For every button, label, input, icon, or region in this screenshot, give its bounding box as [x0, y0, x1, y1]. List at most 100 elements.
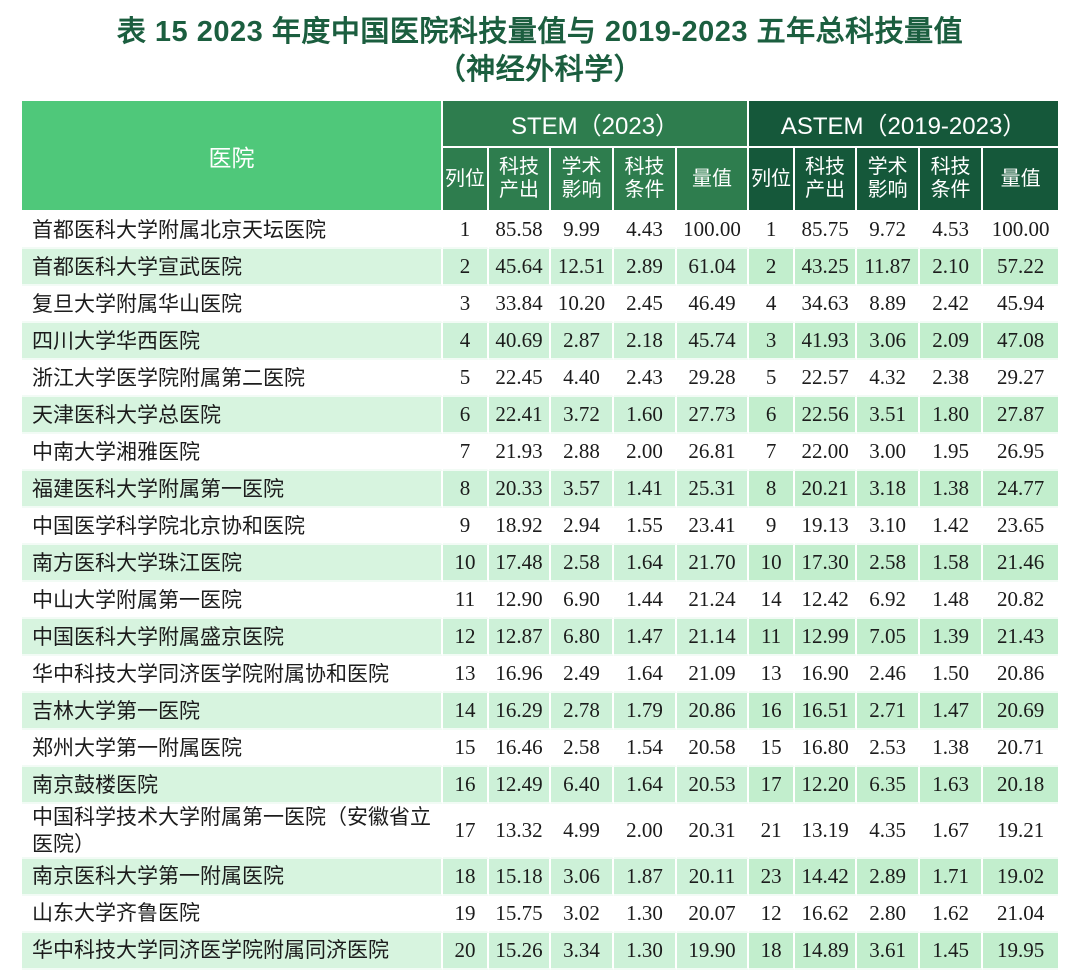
stem-rank-cell: 15 — [443, 730, 489, 768]
hospital-name-cell: 南方医科大学珠江医院 — [22, 545, 443, 583]
stem-rank-cell: 6 — [443, 397, 489, 435]
astem-rank-cell: 6 — [749, 397, 796, 435]
stem-rank-cell: 3 — [443, 286, 489, 324]
astem-condition-cell: 1.39 — [920, 619, 984, 657]
table-row: 华中科技大学同济医学院附属协和医院 13 16.96 2.49 1.64 21.09 13 1… — [22, 656, 1059, 694]
stem-impact-cell: 6.80 — [551, 619, 614, 657]
astem-output-cell: 12.20 — [795, 767, 858, 805]
astem-output-cell: 17.30 — [795, 545, 858, 583]
stem-rank-cell: 10 — [443, 545, 489, 583]
astem-output-cell: 13.19 — [795, 804, 858, 859]
table-row: 中国科学技术大学附属第一医院（安徽省立医院） 17 13.32 4.99 2.00 20.… — [22, 804, 1059, 859]
stem-value-cell: 20.53 — [677, 767, 750, 805]
table-body: 首都医科大学附属北京天坛医院 1 85.58 9.99 4.43 100.00 1 85.75… — [22, 212, 1059, 970]
table-row: 中山大学附属第一医院 11 12.90 6.90 1.44 21.24 14 12.42 6.9… — [22, 582, 1059, 620]
astem-impact-cell: 11.87 — [857, 249, 921, 287]
stem-output-cell: 16.96 — [489, 656, 551, 694]
astem-value-cell: 20.86 — [983, 656, 1059, 694]
stem-value-cell: 19.90 — [677, 932, 750, 970]
table-row: 南京鼓楼医院 16 12.49 6.40 1.64 20.53 17 12.20 6.35 1.6… — [22, 767, 1059, 805]
stem-value-cell: 20.31 — [677, 804, 750, 859]
stem-value-cell: 20.07 — [677, 895, 750, 933]
astem-rank-cell: 11 — [749, 619, 796, 657]
table-row: 南京医科大学第一附属医院 18 15.18 3.06 1.87 20.11 23 14.42 2… — [22, 858, 1059, 896]
astem-condition-cell: 1.45 — [920, 932, 984, 970]
hospital-name-cell: 中国科学技术大学附属第一医院（安徽省立医院） — [22, 804, 443, 859]
stem-condition-cell: 1.41 — [614, 471, 677, 509]
astem-rank-cell: 23 — [749, 858, 796, 896]
stem-rank-cell: 5 — [443, 360, 489, 398]
astem-impact-cell: 3.00 — [857, 434, 921, 472]
astem-condition-cell: 1.80 — [920, 397, 984, 435]
stem-value-cell: 20.58 — [677, 730, 750, 768]
hospital-name-cell: 郑州大学第一附属医院 — [22, 730, 443, 768]
astem-condition-cell: 1.38 — [920, 471, 984, 509]
stem-rank-cell: 17 — [443, 804, 489, 859]
stem-rank-cell: 14 — [443, 693, 489, 731]
astem-output-cell: 20.21 — [795, 471, 858, 509]
stem-condition-cell: 4.43 — [614, 212, 677, 250]
stem-value-cell: 20.86 — [677, 693, 750, 731]
stem-condition-cell: 1.64 — [614, 656, 677, 694]
astem-rank-cell: 10 — [749, 545, 796, 583]
stem-impact-cell: 3.34 — [551, 932, 614, 970]
astem-value-cell: 23.65 — [983, 508, 1059, 546]
stem-output-cell: 13.32 — [489, 804, 551, 859]
astem-condition-cell: 1.71 — [920, 858, 984, 896]
title-line-1: 表 15 2023 年度中国医院科技量值与 2019-2023 五年总科技量值 — [116, 16, 964, 48]
astem-rank-cell: 18 — [749, 932, 796, 970]
astem-rank-cell: 15 — [749, 730, 796, 768]
astem-condition-cell: 2.42 — [920, 286, 984, 324]
stem-impact-cell: 10.20 — [551, 286, 614, 324]
astem-condition-cell: 4.53 — [920, 212, 984, 250]
astem-condition-cell: 1.58 — [920, 545, 984, 583]
stem-output-cell: 33.84 — [489, 286, 551, 324]
hospital-name-cell: 中南大学湘雅医院 — [22, 434, 443, 472]
astem-value-cell: 57.22 — [983, 249, 1059, 287]
stem-output-cell: 40.69 — [489, 323, 551, 361]
stem-condition-cell: 1.47 — [614, 619, 677, 657]
stem-impact-cell: 2.49 — [551, 656, 614, 694]
stem-rank-cell: 19 — [443, 895, 489, 933]
astem-condition-cell: 1.95 — [920, 434, 984, 472]
stem-output-cell: 22.45 — [489, 360, 551, 398]
astem-output-cell: 16.51 — [795, 693, 858, 731]
astem-output-cell: 34.63 — [795, 286, 858, 324]
stem-impact-cell: 12.51 — [551, 249, 614, 287]
hospital-name-cell: 福建医科大学附属第一医院 — [22, 471, 443, 509]
stem-value-cell: 25.31 — [677, 471, 750, 509]
stem-output-cell: 15.26 — [489, 932, 551, 970]
stem-impact-cell: 4.99 — [551, 804, 614, 859]
astem-output-cell: 14.89 — [795, 932, 858, 970]
stem-impact-cell: 4.40 — [551, 360, 614, 398]
stem-rank-cell: 1 — [443, 212, 489, 250]
stem-value-cell: 100.00 — [677, 212, 750, 250]
astem-value-header: 量值 — [983, 148, 1059, 213]
table-row: 郑州大学第一附属医院 15 16.46 2.58 1.54 20.58 15 16.80 2.5… — [22, 730, 1059, 768]
hospital-name-cell: 复旦大学附属华山医院 — [22, 286, 443, 324]
page-title: 表 15 2023 年度中国医院科技量值与 2019-2023 五年总科技量值 … — [0, 0, 1080, 89]
stem-condition-cell: 1.79 — [614, 693, 677, 731]
stem-value-cell: 61.04 — [677, 249, 750, 287]
stem-output-cell: 17.48 — [489, 545, 551, 583]
table-row: 中国医科大学附属盛京医院 12 12.87 6.80 1.47 21.14 11 12.99 7… — [22, 619, 1059, 657]
astem-rank-cell: 17 — [749, 767, 796, 805]
hospital-name-cell: 浙江大学医学院附属第二医院 — [22, 360, 443, 398]
stem-value-cell: 20.11 — [677, 858, 750, 896]
stem-rank-cell: 4 — [443, 323, 489, 361]
stem-condition-cell: 2.18 — [614, 323, 677, 361]
stem-output-cell: 45.64 — [489, 249, 551, 287]
stem-impact-cell: 6.90 — [551, 582, 614, 620]
astem-rank-cell: 14 — [749, 582, 796, 620]
astem-value-cell: 47.08 — [983, 323, 1059, 361]
astem-value-cell: 29.27 — [983, 360, 1059, 398]
astem-rank-cell: 13 — [749, 656, 796, 694]
astem-output-cell: 14.42 — [795, 858, 858, 896]
stem-output-cell: 12.87 — [489, 619, 551, 657]
astem-condition-cell: 1.62 — [920, 895, 984, 933]
astem-condition-cell: 1.47 — [920, 693, 984, 731]
stem-rank-cell: 13 — [443, 656, 489, 694]
astem-impact-cell: 6.92 — [857, 582, 921, 620]
astem-value-cell: 19.95 — [983, 932, 1059, 970]
